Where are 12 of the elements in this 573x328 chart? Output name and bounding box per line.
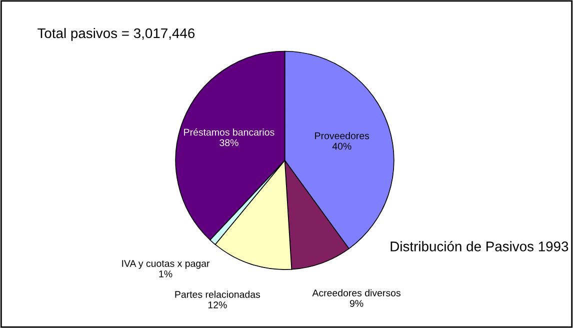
text: Distribución de Pasivos 1993 bbox=[390, 241, 568, 252]
data-label: 12% bbox=[208, 301, 227, 308]
slice-label: IVA y cuotas x pagar bbox=[122, 260, 210, 269]
data-label: 9% bbox=[350, 300, 364, 307]
slice-label: Acreedores diversos bbox=[312, 289, 400, 296]
slice-label: Préstamos bancarios bbox=[184, 128, 274, 136]
slice-label: Proveedores bbox=[315, 132, 370, 140]
data-label: 38% bbox=[220, 139, 238, 146]
data-label: 1% bbox=[159, 270, 172, 278]
chart-title: Total pasivos = 3,017,446 bbox=[38, 28, 195, 41]
data-label: 40% bbox=[332, 142, 352, 150]
slice-label: Partes relacionadas bbox=[175, 290, 260, 298]
